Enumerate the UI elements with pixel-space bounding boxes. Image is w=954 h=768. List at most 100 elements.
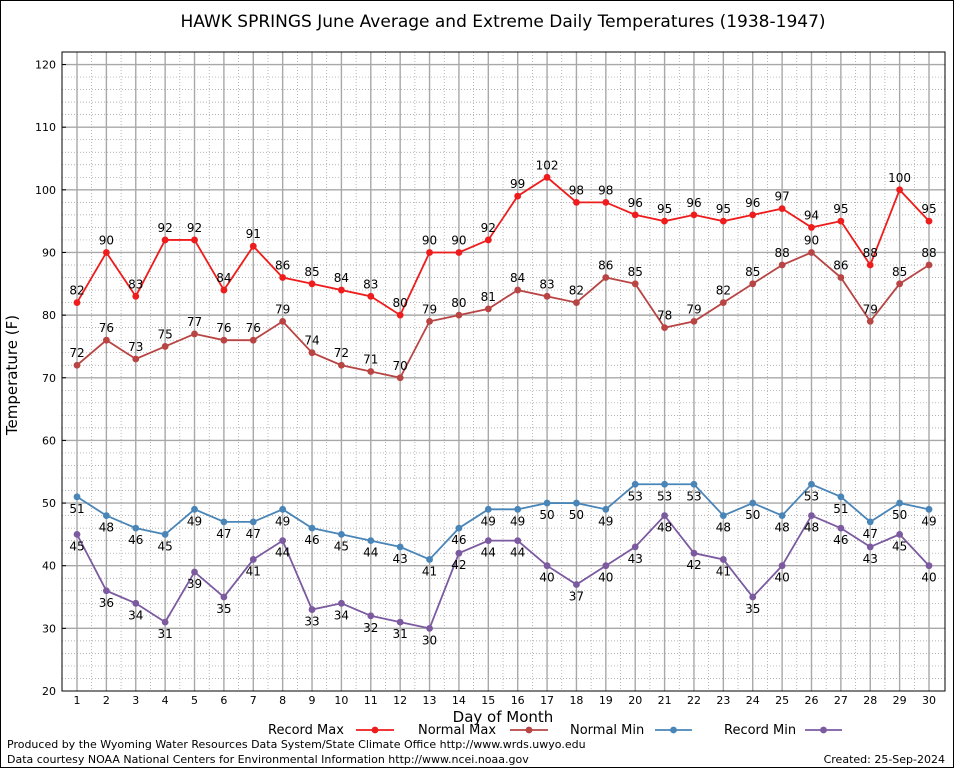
data-label: 77	[187, 315, 202, 329]
data-label: 53	[657, 489, 672, 503]
data-point	[102, 512, 110, 519]
x-tick-label: 20	[628, 694, 642, 707]
data-point	[925, 505, 933, 513]
data-label: 83	[539, 277, 554, 291]
data-point	[191, 236, 198, 244]
x-tick-label: 6	[220, 694, 227, 707]
x-tick-label: 21	[658, 694, 672, 707]
data-point	[602, 505, 610, 513]
data-label: 79	[863, 302, 878, 316]
data-point	[837, 524, 845, 532]
data-label: 31	[157, 627, 172, 641]
data-label: 95	[657, 202, 672, 216]
data-label: 41	[716, 564, 731, 578]
data-label: 34	[128, 608, 143, 622]
data-label: 83	[363, 277, 378, 291]
data-label: 70	[393, 359, 408, 373]
data-point	[191, 505, 198, 513]
data-point	[220, 518, 228, 526]
x-tick-label: 7	[250, 694, 257, 707]
data-point	[543, 173, 551, 181]
data-point	[161, 618, 169, 626]
data-point	[837, 493, 845, 501]
data-point	[866, 543, 874, 551]
data-point	[308, 280, 316, 288]
data-point	[631, 280, 639, 288]
data-point	[191, 568, 198, 576]
data-point	[808, 480, 815, 488]
data-label: 81	[481, 290, 496, 304]
data-point	[808, 512, 815, 519]
data-point	[220, 286, 228, 294]
data-point	[279, 317, 287, 325]
legend-marker	[371, 726, 379, 734]
data-label: 84	[216, 271, 231, 285]
data-point	[455, 524, 463, 532]
data-point	[338, 286, 345, 294]
data-label: 42	[686, 558, 701, 572]
x-tick-label: 29	[893, 694, 907, 707]
data-point	[396, 374, 404, 382]
data-label: 85	[892, 265, 907, 279]
data-point	[866, 518, 874, 526]
legend-marker	[525, 726, 533, 734]
data-point	[896, 186, 904, 194]
data-point	[338, 599, 345, 607]
x-axis-label: Day of Month	[453, 708, 554, 726]
legend-marker	[820, 726, 827, 734]
y-tick-label: 80	[42, 309, 56, 322]
data-label: 36	[99, 596, 114, 610]
data-label: 83	[128, 277, 143, 291]
data-label: 46	[128, 533, 143, 547]
data-label: 44	[481, 546, 496, 560]
data-point	[661, 324, 668, 332]
data-label: 86	[275, 259, 290, 273]
data-point	[631, 211, 639, 219]
data-label: 79	[275, 302, 290, 316]
data-label: 74	[304, 334, 319, 348]
x-tick-label: 9	[309, 694, 316, 707]
data-label: 40	[598, 571, 613, 585]
data-point	[220, 593, 228, 601]
data-label: 40	[921, 571, 936, 585]
data-label: 44	[363, 546, 378, 560]
data-point	[573, 198, 580, 206]
data-point	[308, 349, 316, 357]
data-label: 76	[246, 321, 261, 335]
x-tick-label: 19	[599, 694, 613, 707]
data-point	[514, 537, 522, 545]
data-point	[455, 549, 463, 557]
data-label: 46	[451, 533, 466, 547]
data-point	[220, 336, 228, 344]
legend: Record Max Normal Max Normal Min Record Min	[268, 723, 842, 738]
data-point	[73, 299, 81, 306]
data-label: 46	[833, 533, 848, 547]
data-label: 86	[833, 259, 848, 273]
data-label: 39	[187, 577, 202, 591]
data-point	[426, 556, 433, 563]
data-point	[573, 499, 580, 507]
data-label: 34	[334, 608, 349, 622]
data-label: 30	[422, 633, 437, 647]
grid	[62, 52, 945, 691]
data-point	[367, 537, 375, 545]
data-label: 98	[598, 183, 613, 197]
data-point	[925, 261, 933, 269]
data-point	[543, 562, 551, 570]
data-label: 82	[569, 284, 584, 298]
x-tick-label: 24	[746, 694, 760, 707]
data-point	[73, 530, 81, 538]
data-point	[896, 499, 904, 507]
x-tick-label: 26	[804, 694, 818, 707]
data-label: 90	[804, 233, 819, 247]
data-point	[102, 587, 110, 595]
data-label: 98	[569, 183, 584, 197]
data-label: 80	[451, 296, 466, 310]
legend-label: Normal Min	[570, 723, 644, 738]
x-tick-label: 25	[775, 694, 789, 707]
x-tick-label: 12	[393, 694, 407, 707]
data-label: 43	[393, 552, 408, 566]
x-tick-label: 23	[716, 694, 730, 707]
data-label: 47	[863, 527, 878, 541]
chart-title: HAWK SPRINGS June Average and Extreme Da…	[180, 12, 825, 32]
